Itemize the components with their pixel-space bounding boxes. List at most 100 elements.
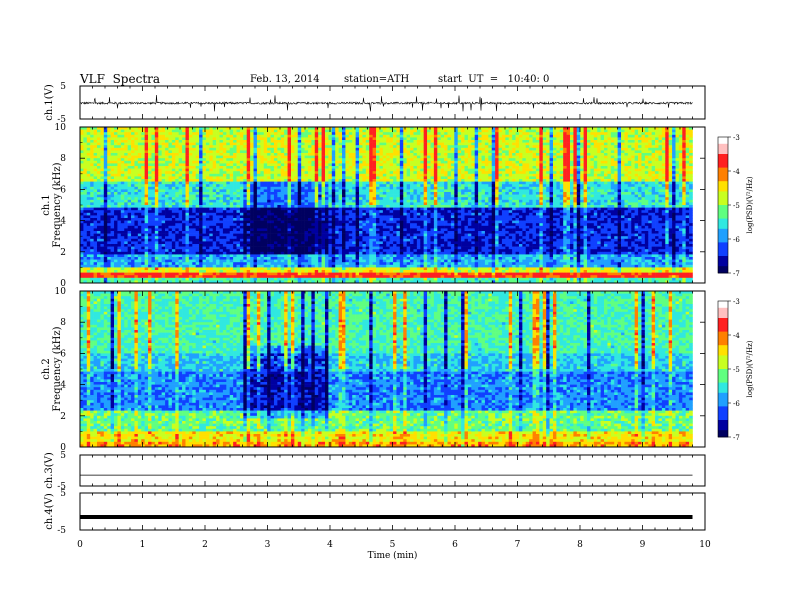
heatmap-cell bbox=[114, 158, 118, 161]
heatmap-cell bbox=[141, 249, 145, 252]
heatmap-cell bbox=[131, 221, 135, 224]
heatmap-cell bbox=[111, 273, 115, 276]
heatmap-cell bbox=[189, 231, 193, 234]
heatmap-cell bbox=[104, 202, 108, 205]
heatmap-cell bbox=[172, 143, 176, 146]
heatmap-cell bbox=[155, 267, 159, 270]
heatmap-cell bbox=[104, 137, 108, 140]
heatmap-cell bbox=[83, 182, 87, 185]
heatmap-cell bbox=[83, 174, 87, 177]
heatmap-cell bbox=[111, 278, 115, 281]
heatmap-cell bbox=[185, 200, 189, 203]
heatmap-cell bbox=[165, 234, 169, 237]
heatmap-cell bbox=[148, 145, 152, 148]
heatmap-cell bbox=[172, 130, 176, 133]
heatmap-cell bbox=[151, 137, 155, 140]
heatmap-cell bbox=[148, 208, 152, 211]
heatmap-cell bbox=[87, 270, 91, 273]
heatmap-cell bbox=[203, 179, 207, 182]
heatmap-cell bbox=[128, 156, 132, 159]
heatmap-cell bbox=[148, 161, 152, 164]
heatmap-cell bbox=[94, 252, 98, 255]
heatmap-cell bbox=[117, 231, 121, 234]
heatmap-cell bbox=[155, 228, 159, 231]
heatmap-cell bbox=[117, 241, 121, 244]
heatmap-cell bbox=[145, 247, 149, 250]
heatmap-cell bbox=[124, 265, 128, 268]
heatmap-cell bbox=[117, 273, 121, 276]
heatmap-cell bbox=[203, 262, 207, 265]
heatmap-cell bbox=[165, 275, 169, 278]
heatmap-cell bbox=[196, 254, 200, 257]
heatmap-cell bbox=[203, 270, 207, 273]
heatmap-cell bbox=[97, 205, 101, 208]
heatmap-cell bbox=[199, 171, 203, 174]
heatmap-cell bbox=[185, 265, 189, 268]
heatmap-cell bbox=[203, 265, 207, 268]
heatmap-cell bbox=[179, 135, 183, 138]
heatmap-cell bbox=[107, 210, 111, 213]
heatmap-cell bbox=[168, 215, 172, 218]
heatmap-cell bbox=[192, 257, 196, 260]
heatmap-cell bbox=[90, 257, 94, 260]
heatmap-cell bbox=[138, 169, 142, 172]
heatmap-cell bbox=[97, 275, 101, 278]
heatmap-cell bbox=[199, 244, 203, 247]
heatmap-cell bbox=[83, 265, 87, 268]
heatmap-cell bbox=[141, 195, 145, 198]
heatmap-cell bbox=[124, 252, 128, 255]
heatmap-cell bbox=[121, 257, 125, 260]
heatmap-cell bbox=[155, 262, 159, 265]
heatmap-cell bbox=[179, 143, 183, 146]
heatmap-cell bbox=[189, 187, 193, 190]
heatmap-cell bbox=[80, 260, 84, 263]
heatmap-cell bbox=[206, 197, 210, 200]
heatmap-cell bbox=[172, 148, 176, 151]
heatmap-cell bbox=[111, 221, 115, 224]
heatmap-cell bbox=[199, 234, 203, 237]
heatmap-cell bbox=[117, 163, 121, 166]
heatmap-cell bbox=[128, 135, 132, 138]
heatmap-cell bbox=[155, 150, 159, 153]
heatmap-cell bbox=[145, 145, 149, 148]
heatmap-cell bbox=[114, 187, 118, 190]
heatmap-cell bbox=[124, 195, 128, 198]
heatmap-cell bbox=[128, 239, 132, 242]
heatmap-cell bbox=[192, 143, 196, 146]
heatmap-cell bbox=[134, 132, 138, 135]
heatmap-cell bbox=[151, 182, 155, 185]
heatmap-cell bbox=[196, 275, 200, 278]
heatmap-cell bbox=[117, 210, 121, 213]
heatmap-cell bbox=[192, 189, 196, 192]
heatmap-cell bbox=[206, 231, 210, 234]
heatmap-cell bbox=[158, 161, 162, 164]
heatmap-cell bbox=[121, 161, 125, 164]
heatmap-cell bbox=[185, 231, 189, 234]
heatmap-cell bbox=[134, 267, 138, 270]
heatmap-cell bbox=[97, 189, 101, 192]
heatmap-cell bbox=[87, 226, 91, 229]
heatmap-cell bbox=[83, 215, 87, 218]
heatmap-cell bbox=[131, 163, 135, 166]
heatmap-cell bbox=[128, 169, 132, 172]
heatmap-cell bbox=[155, 218, 159, 221]
heatmap-cell bbox=[138, 137, 142, 140]
heatmap-cell bbox=[189, 140, 193, 143]
heatmap-cell bbox=[185, 148, 189, 151]
heatmap-cell bbox=[141, 231, 145, 234]
heatmap-cell bbox=[117, 239, 121, 242]
heatmap-cell bbox=[162, 145, 166, 148]
heatmap-cell bbox=[121, 174, 125, 177]
heatmap-cell bbox=[111, 143, 115, 146]
heatmap-cell bbox=[90, 244, 94, 247]
heatmap-cell bbox=[97, 218, 101, 221]
heatmap-cell bbox=[162, 231, 166, 234]
heatmap-cell bbox=[199, 179, 203, 182]
heatmap-cell bbox=[182, 192, 186, 195]
heatmap-cell bbox=[196, 150, 200, 153]
heatmap-cell bbox=[168, 189, 172, 192]
heatmap-cell bbox=[165, 249, 169, 252]
heatmap-cell bbox=[196, 273, 200, 276]
heatmap-cell bbox=[104, 254, 108, 257]
heatmap-cell bbox=[172, 205, 176, 208]
